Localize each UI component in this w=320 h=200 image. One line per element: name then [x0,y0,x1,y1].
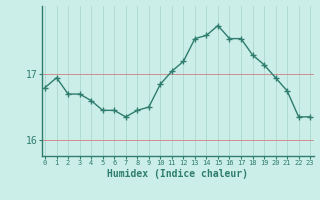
X-axis label: Humidex (Indice chaleur): Humidex (Indice chaleur) [107,169,248,179]
